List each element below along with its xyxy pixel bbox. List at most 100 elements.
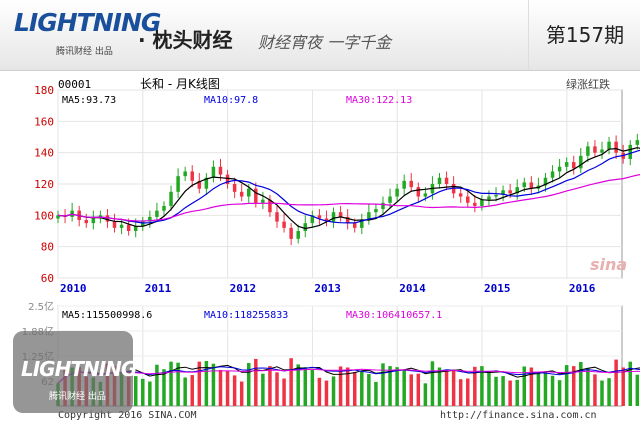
candle-body (628, 144, 632, 159)
candle-body (543, 177, 548, 186)
volume-bar (282, 378, 286, 406)
volume-bar (275, 372, 279, 406)
candle-body (564, 162, 569, 167)
volume-bar (261, 373, 265, 406)
volume-bar (141, 378, 145, 406)
candle-body (268, 199, 272, 213)
candle-body (247, 188, 251, 197)
watermark-sub: 腾讯财经 出品 (49, 392, 106, 402)
copyright: Copyright 2016 SINA.COM (58, 410, 196, 421)
volume-bar (543, 371, 548, 406)
candle-body (141, 221, 145, 227)
candle-body (317, 215, 322, 219)
candle-body (84, 220, 89, 224)
volume-bar (564, 365, 569, 406)
candle-body (352, 223, 357, 228)
volume-bar (360, 371, 364, 406)
volume-bar (338, 366, 343, 406)
volume-bar (381, 363, 385, 406)
volume-bar (437, 367, 442, 406)
volume-bar (480, 366, 484, 406)
year-ticks: 2010 2011 2012 2013 2014 2015 2016 (60, 282, 596, 295)
price-tick-label: 120 (34, 178, 54, 191)
sina-watermark: sina (590, 255, 627, 274)
candle-body (522, 182, 527, 188)
volume-bar (451, 369, 456, 406)
volume-bar (515, 379, 519, 406)
candle-body (635, 140, 640, 145)
volume-bar (409, 374, 413, 406)
candle-body (289, 227, 293, 239)
volume-bar (579, 362, 583, 406)
candle-body (614, 141, 618, 153)
volume-bar (466, 378, 470, 406)
price-tick-label: 100 (34, 209, 54, 222)
candle-body (529, 182, 534, 189)
candle-body (162, 205, 166, 211)
volume-bar (557, 380, 562, 406)
year-tick-label: 2014 (399, 282, 426, 295)
volume-bar (133, 376, 138, 406)
volume-bar (190, 375, 194, 406)
candle-body (183, 171, 187, 177)
candles (56, 133, 640, 246)
price-grid (57, 89, 623, 279)
candle-body (444, 177, 449, 184)
candle-body (508, 190, 512, 194)
stock-chart: 00001 长和 - 月K线图 绿涨红跌 MA5:93.73 MA10:97.8… (0, 70, 640, 424)
volume-bar (232, 375, 237, 406)
candle-body (381, 202, 385, 210)
volume-bar (211, 363, 216, 406)
volume-bar (155, 364, 159, 406)
volume-bar (289, 358, 293, 406)
volume-bar (402, 369, 406, 406)
candle-body (176, 176, 180, 192)
vol-legend-ma5: MA5:115500998.6 (62, 310, 152, 321)
legend-ma30: MA30:122.13 (346, 95, 412, 106)
volume-bar (197, 361, 202, 406)
candle-body (600, 149, 604, 153)
volume-bar (268, 366, 272, 406)
candle-body (593, 146, 597, 153)
stock-code: 00001 (58, 78, 91, 91)
watermark-badge: LIGHTNING 腾讯财经 出品 (13, 331, 137, 413)
candle-body (550, 171, 555, 178)
candle-body (148, 216, 152, 222)
chart-title: 长和 - 月K线图 (140, 77, 220, 91)
volume-bar (204, 360, 209, 406)
volume-bar (247, 363, 251, 406)
ma5-line (57, 147, 640, 230)
ma-lines (57, 147, 640, 230)
volume-bar (536, 373, 541, 406)
volume-bar (162, 369, 166, 406)
volume-bar (473, 366, 477, 406)
year-tick-label: 2013 (314, 282, 341, 295)
volume-bar (621, 367, 625, 406)
candle-body (423, 193, 428, 197)
candle-body (204, 177, 209, 189)
volume-bar (416, 373, 421, 406)
candle-body (494, 194, 498, 197)
candle-body (367, 212, 371, 221)
volume-bar (522, 366, 527, 406)
price-tick-label: 180 (34, 84, 54, 97)
candle-body (197, 180, 202, 189)
volume-bar (374, 381, 378, 406)
price-tick-label: 140 (34, 147, 54, 160)
volume-bar (176, 362, 180, 406)
candle-body (607, 141, 611, 150)
volume-bar (614, 359, 618, 406)
year-tick-label: 2011 (145, 282, 172, 295)
candle-body (239, 191, 244, 197)
volume-bar (423, 383, 428, 406)
candle-body (190, 171, 194, 181)
volume-bar (430, 361, 435, 406)
candle-body (331, 212, 336, 222)
candle-body (458, 193, 463, 197)
issue-number: 第157期 (528, 0, 640, 70)
ma10-line (57, 149, 640, 224)
vol-legend-ma30: MA30:106410657.1 (346, 310, 442, 321)
ma30-line (57, 174, 640, 222)
volume-bar (571, 366, 576, 406)
volume-bar (529, 367, 534, 406)
